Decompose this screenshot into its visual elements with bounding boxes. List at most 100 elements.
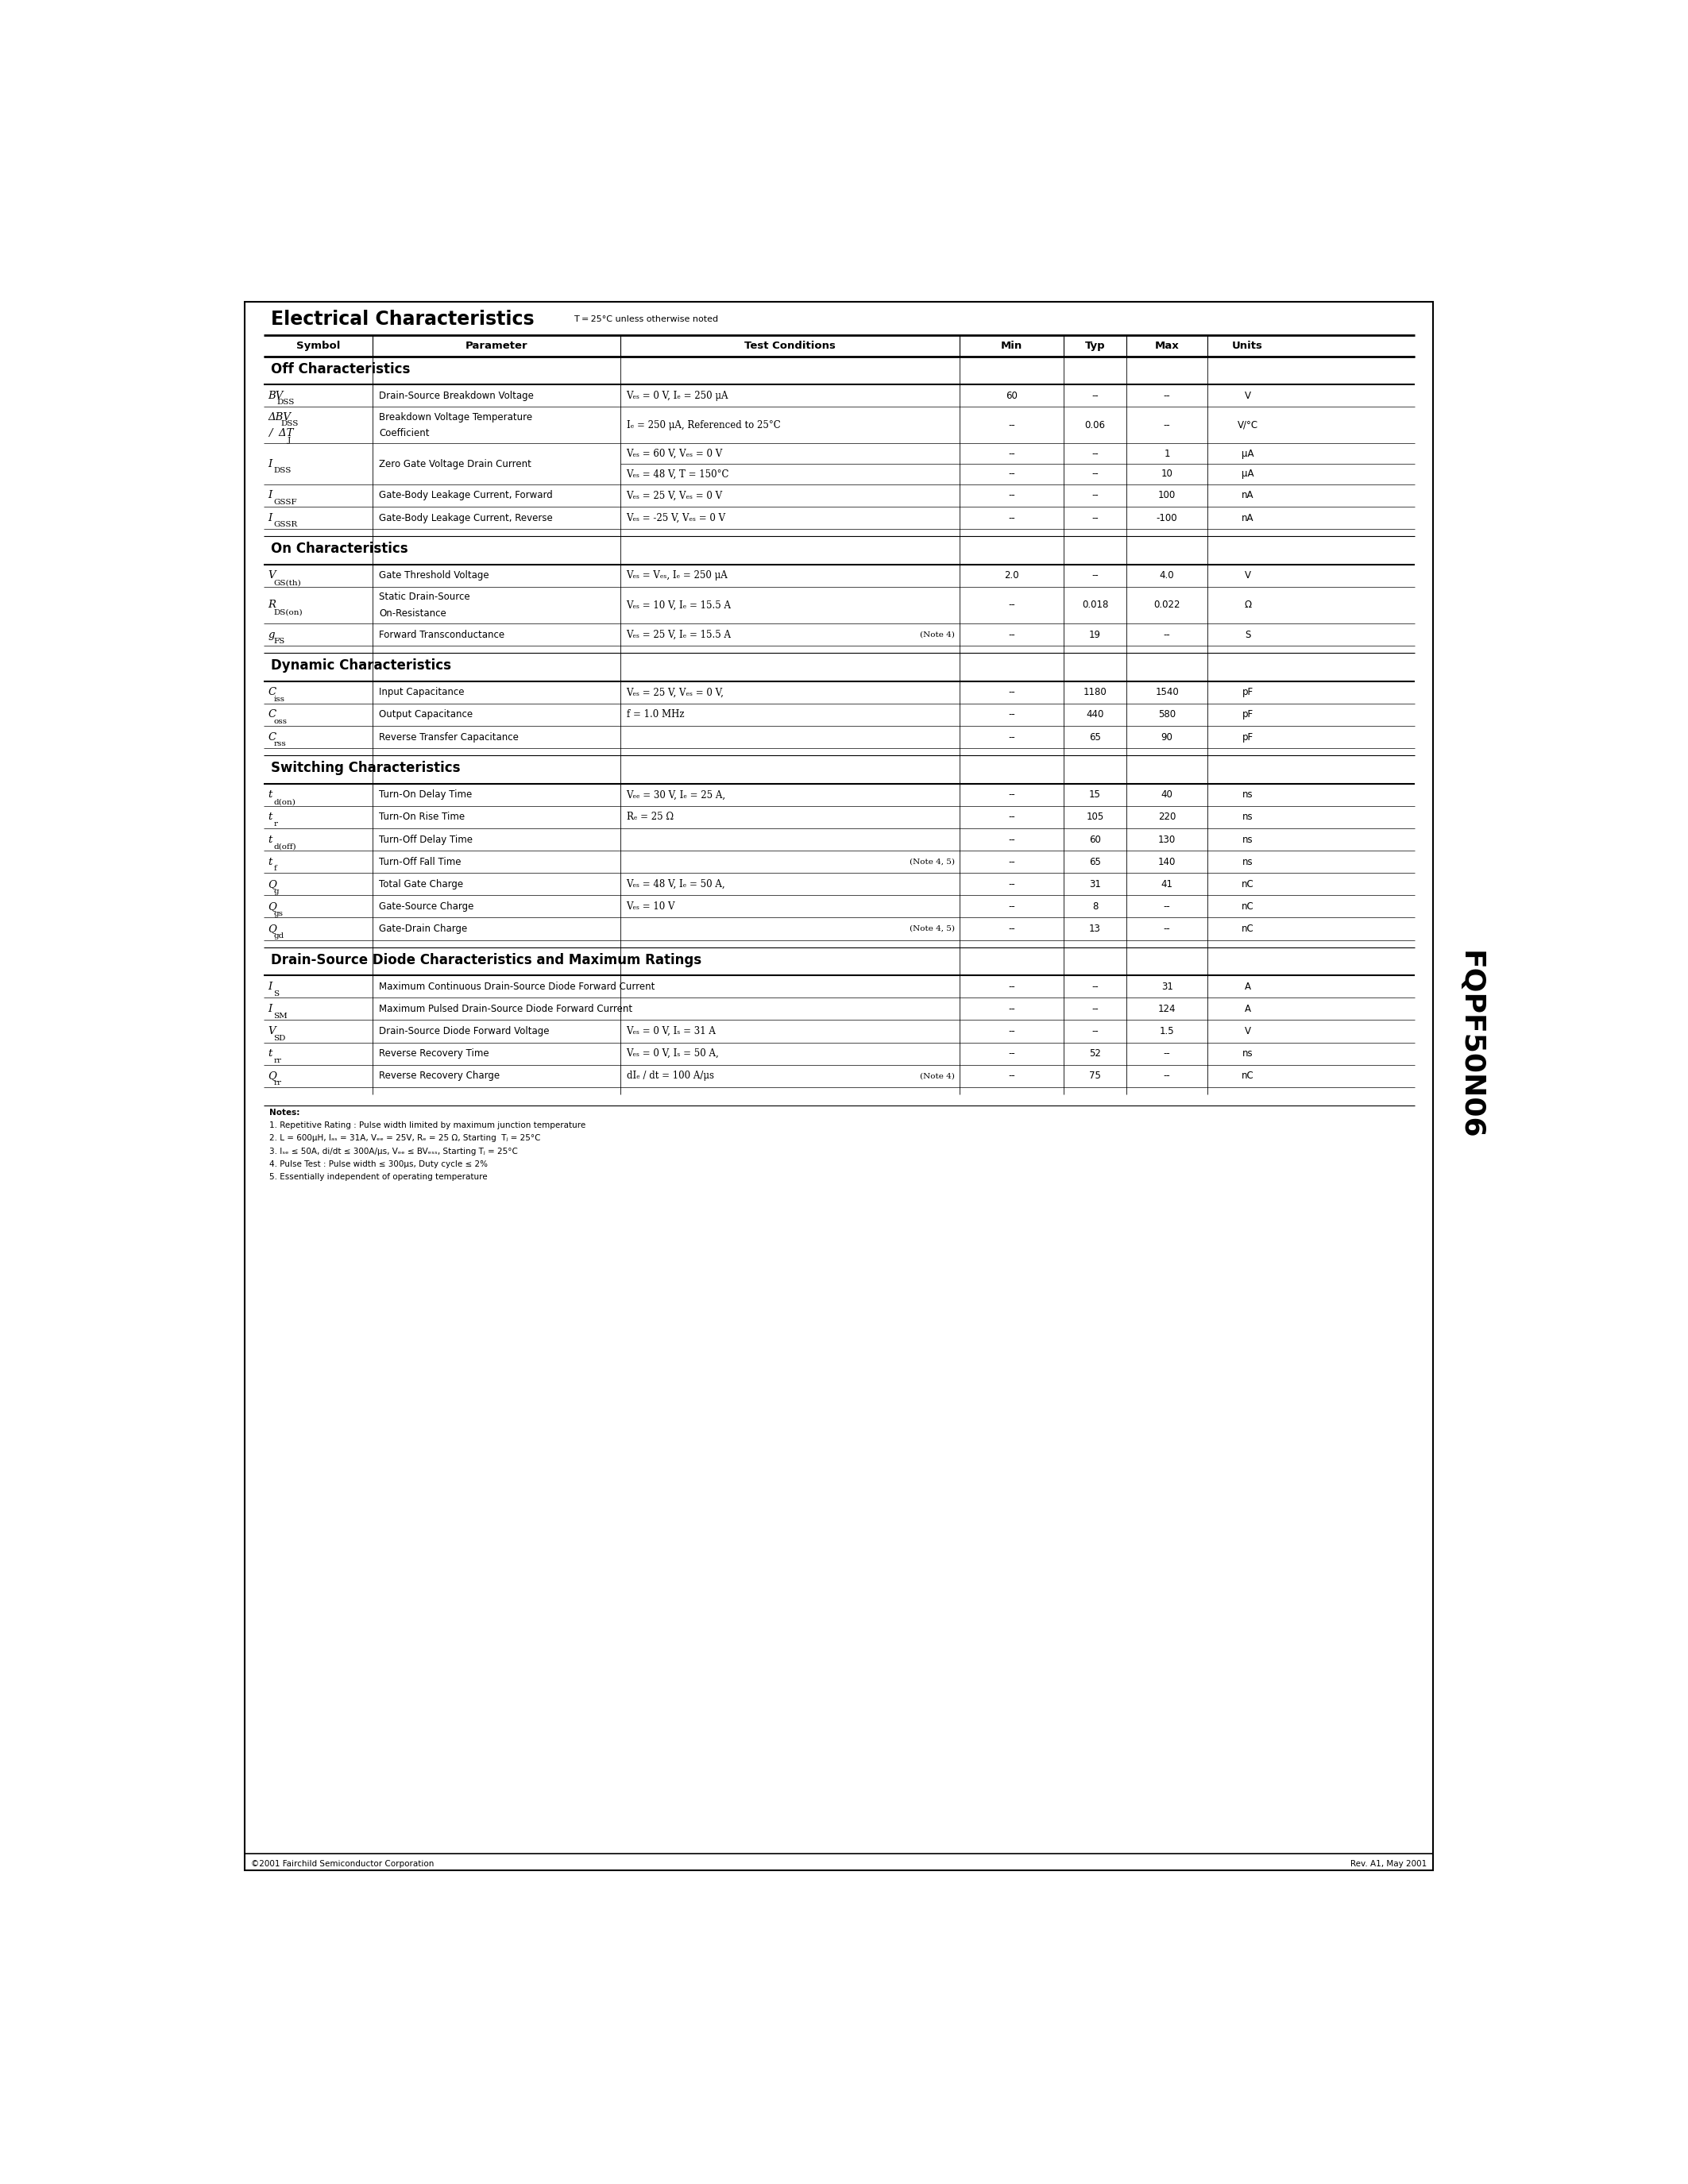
Text: --: --: [1163, 1048, 1170, 1059]
Text: 60: 60: [1089, 834, 1101, 845]
Text: pF: pF: [1242, 710, 1252, 721]
Text: Turn-On Rise Time: Turn-On Rise Time: [378, 812, 464, 823]
Text: --: --: [1008, 491, 1014, 500]
Text: /  ΔT: / ΔT: [268, 428, 294, 439]
Text: Vₑₛ = 25 V, Iₑ = 15.5 A: Vₑₛ = 25 V, Iₑ = 15.5 A: [626, 629, 731, 640]
Text: 15: 15: [1089, 791, 1101, 799]
Text: Ω: Ω: [1244, 601, 1251, 609]
Text: 52: 52: [1089, 1048, 1101, 1059]
Text: --: --: [1008, 1070, 1014, 1081]
Text: Vₑₛ = Vₑₛ, Iₑ = 250 μA: Vₑₛ = Vₑₛ, Iₑ = 250 μA: [626, 570, 728, 581]
Text: --: --: [1008, 710, 1014, 721]
Text: nC: nC: [1241, 902, 1254, 911]
Text: 5. Essentially independent of operating temperature: 5. Essentially independent of operating …: [270, 1173, 488, 1182]
Text: --: --: [1008, 470, 1014, 478]
Text: --: --: [1008, 1048, 1014, 1059]
Text: ns: ns: [1242, 1048, 1252, 1059]
Text: Vₑₛ = 10 V: Vₑₛ = 10 V: [626, 902, 675, 911]
Text: Vₑₛ = 0 V, Iₑ = 250 μA: Vₑₛ = 0 V, Iₑ = 250 μA: [626, 391, 729, 400]
Text: Input Capacitance: Input Capacitance: [378, 688, 464, 697]
Text: ns: ns: [1242, 834, 1252, 845]
Text: dIₑ / dt = 100 A/μs: dIₑ / dt = 100 A/μs: [626, 1070, 714, 1081]
Text: 2.0: 2.0: [1004, 570, 1020, 581]
Text: rss: rss: [273, 740, 287, 747]
Text: --: --: [1008, 601, 1014, 609]
Text: --: --: [1163, 924, 1170, 935]
Text: 19: 19: [1089, 629, 1101, 640]
Text: 1. Repetitive Rating : Pulse width limited by maximum junction temperature: 1. Repetitive Rating : Pulse width limit…: [270, 1123, 586, 1129]
Text: Reverse Recovery Time: Reverse Recovery Time: [378, 1048, 490, 1059]
Text: Q: Q: [268, 878, 277, 889]
Text: --: --: [1008, 448, 1014, 459]
Text: (Note 4, 5): (Note 4, 5): [910, 858, 955, 865]
Text: 4.0: 4.0: [1160, 570, 1175, 581]
Text: 60: 60: [1006, 391, 1018, 400]
Text: S: S: [1244, 629, 1251, 640]
Text: 65: 65: [1089, 732, 1101, 743]
Text: Reverse Transfer Capacitance: Reverse Transfer Capacitance: [378, 732, 518, 743]
Text: --: --: [1092, 981, 1099, 992]
Text: (Note 4): (Note 4): [920, 631, 955, 638]
Text: Vₑₛ = 0 V, Iₛ = 31 A: Vₑₛ = 0 V, Iₛ = 31 A: [626, 1026, 716, 1037]
Text: 41: 41: [1161, 878, 1173, 889]
Text: d(on): d(on): [273, 799, 295, 806]
Text: 0.022: 0.022: [1153, 601, 1180, 609]
Text: Test Conditions: Test Conditions: [744, 341, 836, 352]
Text: V: V: [268, 1026, 275, 1037]
Text: T = 25°C unless otherwise noted: T = 25°C unless otherwise noted: [574, 317, 717, 323]
Text: --: --: [1008, 629, 1014, 640]
Text: (Note 4): (Note 4): [920, 1072, 955, 1079]
Text: 13: 13: [1089, 924, 1101, 935]
Text: t: t: [268, 834, 272, 845]
Text: C: C: [268, 688, 277, 697]
Text: t: t: [268, 812, 272, 823]
Text: J: J: [287, 437, 290, 443]
Text: On-Resistance: On-Resistance: [378, 607, 446, 618]
Text: BV: BV: [268, 391, 284, 400]
Text: Vₑₛ = 10 V, Iₑ = 15.5 A: Vₑₛ = 10 V, Iₑ = 15.5 A: [626, 601, 731, 609]
Text: pF: pF: [1242, 688, 1252, 697]
Text: 31: 31: [1161, 981, 1173, 992]
Text: Total Gate Charge: Total Gate Charge: [378, 878, 463, 889]
Text: 31: 31: [1089, 878, 1101, 889]
Text: --: --: [1008, 981, 1014, 992]
Text: Static Drain-Source: Static Drain-Source: [378, 592, 469, 603]
Text: V: V: [1244, 570, 1251, 581]
Text: 105: 105: [1087, 812, 1104, 823]
Text: Maximum Pulsed Drain-Source Diode Forward Current: Maximum Pulsed Drain-Source Diode Forwar…: [378, 1005, 633, 1013]
Text: --: --: [1092, 391, 1099, 400]
Text: Q: Q: [268, 902, 277, 911]
Text: g: g: [268, 629, 275, 640]
Text: Output Capacitance: Output Capacitance: [378, 710, 473, 721]
Text: Vₑₛ = 0 V, Iₛ = 50 A,: Vₑₛ = 0 V, Iₛ = 50 A,: [626, 1048, 719, 1059]
Text: --: --: [1092, 570, 1099, 581]
Text: FQPF50N06: FQPF50N06: [1457, 950, 1484, 1140]
Text: V: V: [1244, 391, 1251, 400]
Text: --: --: [1008, 1026, 1014, 1037]
Text: DS(on): DS(on): [273, 609, 302, 616]
Text: On Characteristics: On Characteristics: [270, 542, 408, 557]
Text: Gate-Body Leakage Current, Forward: Gate-Body Leakage Current, Forward: [378, 491, 552, 500]
Text: 3. Iₛₑ ≤ 50A, di/dt ≤ 300A/μs, Vₑₑ ≤ BVₑₛₛ, Starting Tⱼ = 25°C: 3. Iₛₑ ≤ 50A, di/dt ≤ 300A/μs, Vₑₑ ≤ BVₑ…: [270, 1147, 518, 1155]
Text: Breakdown Voltage Temperature: Breakdown Voltage Temperature: [378, 413, 532, 422]
Text: ΔBV: ΔBV: [268, 413, 292, 422]
Text: iss: iss: [273, 697, 285, 703]
Text: t: t: [268, 856, 272, 867]
Text: pF: pF: [1242, 732, 1252, 743]
Text: --: --: [1008, 732, 1014, 743]
Text: --: --: [1092, 491, 1099, 500]
Text: --: --: [1008, 924, 1014, 935]
Text: DSS: DSS: [280, 419, 299, 428]
Text: Notes:: Notes:: [270, 1109, 300, 1116]
Text: 1540: 1540: [1155, 688, 1178, 697]
Text: I: I: [268, 1005, 272, 1013]
Text: 100: 100: [1158, 491, 1177, 500]
Text: 90: 90: [1161, 732, 1173, 743]
Text: --: --: [1163, 391, 1170, 400]
Text: Vₑₛ = 25 V, Vₑₛ = 0 V: Vₑₛ = 25 V, Vₑₛ = 0 V: [626, 491, 722, 500]
Text: DSS: DSS: [273, 467, 292, 474]
Text: SM: SM: [273, 1013, 287, 1020]
Text: 0.018: 0.018: [1082, 601, 1109, 609]
Text: f = 1.0 MHz: f = 1.0 MHz: [626, 710, 684, 721]
Text: A: A: [1244, 981, 1251, 992]
